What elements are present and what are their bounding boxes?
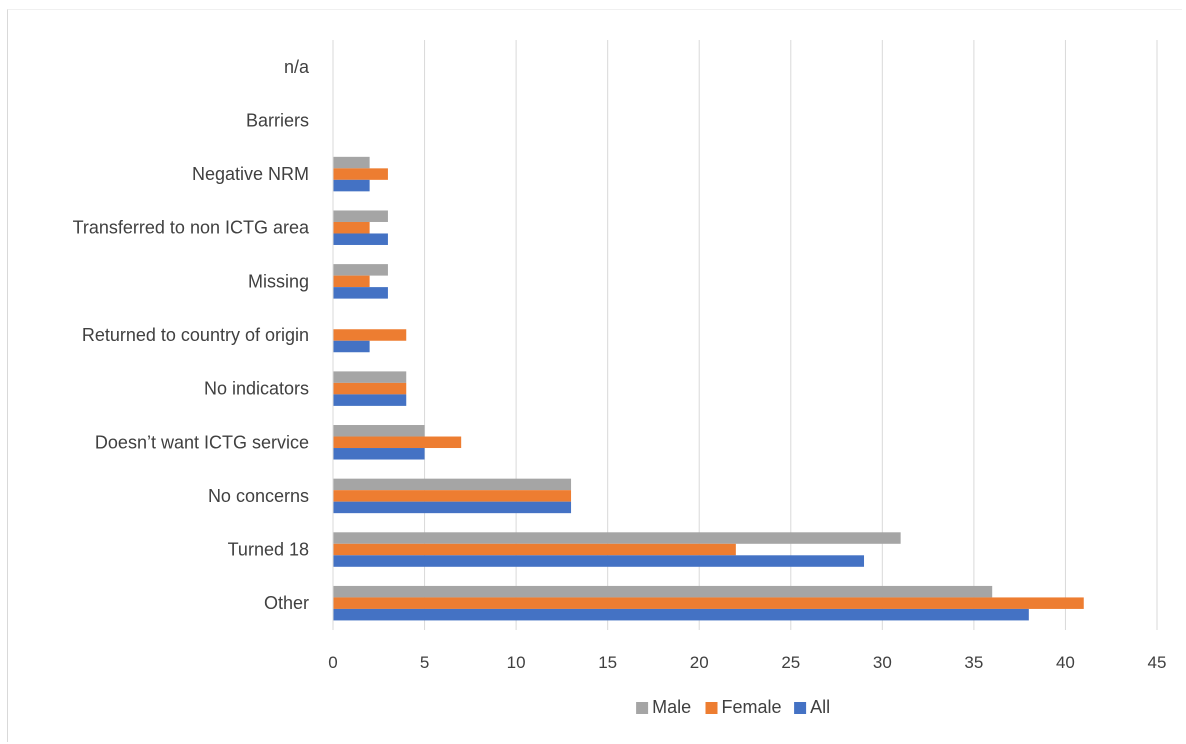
bar-all-8 (333, 179, 370, 192)
x-tick-label-30: 30 (873, 653, 892, 672)
x-tick-label-15: 15 (598, 653, 617, 672)
category-label-4: No indicators (204, 379, 309, 399)
category-label-0: Other (264, 593, 309, 613)
category-label-8: Negative NRM (192, 164, 309, 184)
bar-all-7 (333, 233, 388, 245)
category-label-7: Transferred to non ICTG area (73, 218, 310, 238)
legend-swatch-male (636, 702, 649, 714)
bar-all-6 (333, 287, 388, 299)
x-tick-label-5: 5 (420, 653, 429, 672)
category-label-9: Barriers (246, 110, 309, 130)
x-tick-label-10: 10 (507, 653, 526, 672)
category-label-1: Turned 18 (228, 540, 309, 560)
chart-frame (7, 9, 1182, 742)
bar-all-1 (333, 555, 865, 567)
bar-female-6 (333, 275, 370, 288)
x-tick-label-25: 25 (781, 653, 800, 672)
category-label-6: Missing (248, 271, 309, 291)
bar-female-8 (333, 168, 388, 180)
bar-female-1 (333, 543, 736, 556)
category-label-5: Returned to country of origin (82, 325, 309, 345)
legend-label-all: All (810, 697, 830, 717)
x-tick-label-45: 45 (1148, 653, 1167, 672)
bar-male-2 (333, 478, 572, 491)
bar-female-5 (333, 329, 407, 341)
legend-label-female: Female (722, 697, 782, 717)
bar-male-0 (333, 585, 993, 598)
bar-all-4 (333, 394, 407, 406)
bar-female-7 (333, 221, 370, 234)
x-tick-label-40: 40 (1056, 653, 1075, 672)
bar-male-8 (333, 156, 370, 169)
bar-male-6 (333, 264, 388, 276)
bar-all-3 (333, 448, 425, 460)
bar-female-4 (333, 382, 407, 395)
bar-male-3 (333, 425, 425, 437)
category-label-3: Doesn’t want ICTG service (95, 432, 309, 452)
bar-male-1 (333, 532, 901, 544)
bar-male-7 (333, 210, 388, 222)
legend-label-male: Male (652, 697, 691, 717)
category-label-10: n/a (284, 57, 310, 77)
bar-female-3 (333, 436, 462, 449)
legend-swatch-all (794, 702, 807, 714)
bar-all-0 (333, 608, 1029, 621)
category-label-2: No concerns (208, 486, 309, 506)
bar-all-5 (333, 340, 370, 353)
bar-all-2 (333, 501, 572, 514)
x-tick-label-0: 0 (328, 653, 337, 672)
bar-female-0 (333, 597, 1084, 609)
legend-swatch-female (705, 702, 718, 714)
x-tick-label-20: 20 (690, 653, 709, 672)
bar-male-4 (333, 371, 407, 383)
x-tick-label-35: 35 (964, 653, 983, 672)
bar-female-2 (333, 490, 572, 502)
